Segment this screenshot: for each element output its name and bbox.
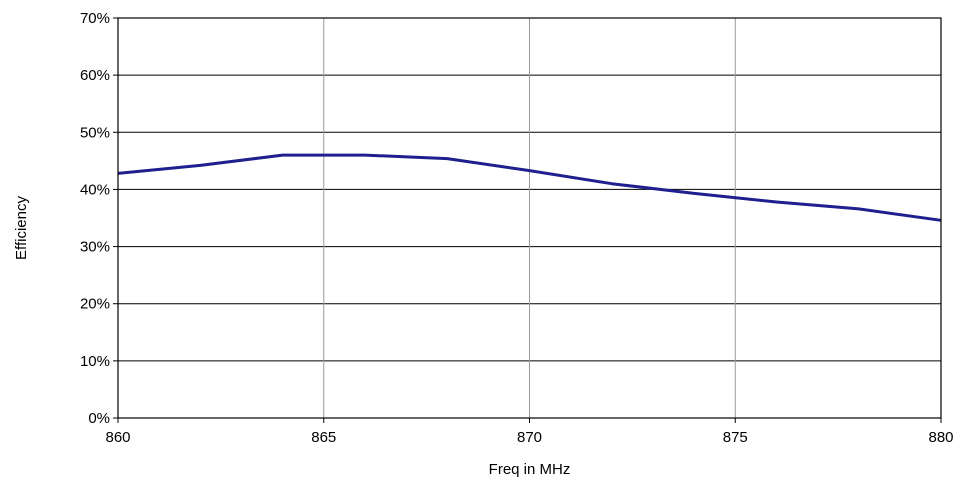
y-tick-label: 30% bbox=[80, 239, 110, 256]
efficiency-series-line bbox=[117, 153, 942, 222]
x-tick-label: 880 bbox=[928, 429, 953, 446]
grid-lines bbox=[118, 18, 941, 418]
y-tick-label: 20% bbox=[80, 296, 110, 313]
y-tick-label: 10% bbox=[80, 353, 110, 370]
y-tick-label: 50% bbox=[80, 124, 110, 141]
x-axis-ticks: 860 865 870 875 880 bbox=[105, 418, 954, 446]
x-tick-label: 865 bbox=[311, 429, 336, 446]
y-tick-label: 0% bbox=[88, 410, 110, 427]
series-layer bbox=[117, 153, 942, 222]
y-axis-ticks: 0% 10% 20% 30% 40% 50% 60% 70% bbox=[80, 10, 118, 427]
y-tick-label: 70% bbox=[80, 10, 110, 27]
y-tick-label: 40% bbox=[80, 181, 110, 198]
x-tick-label: 870 bbox=[517, 429, 542, 446]
y-tick-label: 60% bbox=[80, 67, 110, 84]
x-tick-label: 875 bbox=[723, 429, 748, 446]
x-tick-label: 860 bbox=[105, 429, 130, 446]
y-axis-title: Efficiency bbox=[13, 196, 30, 260]
x-axis-title: Freq in MHz bbox=[489, 461, 571, 478]
